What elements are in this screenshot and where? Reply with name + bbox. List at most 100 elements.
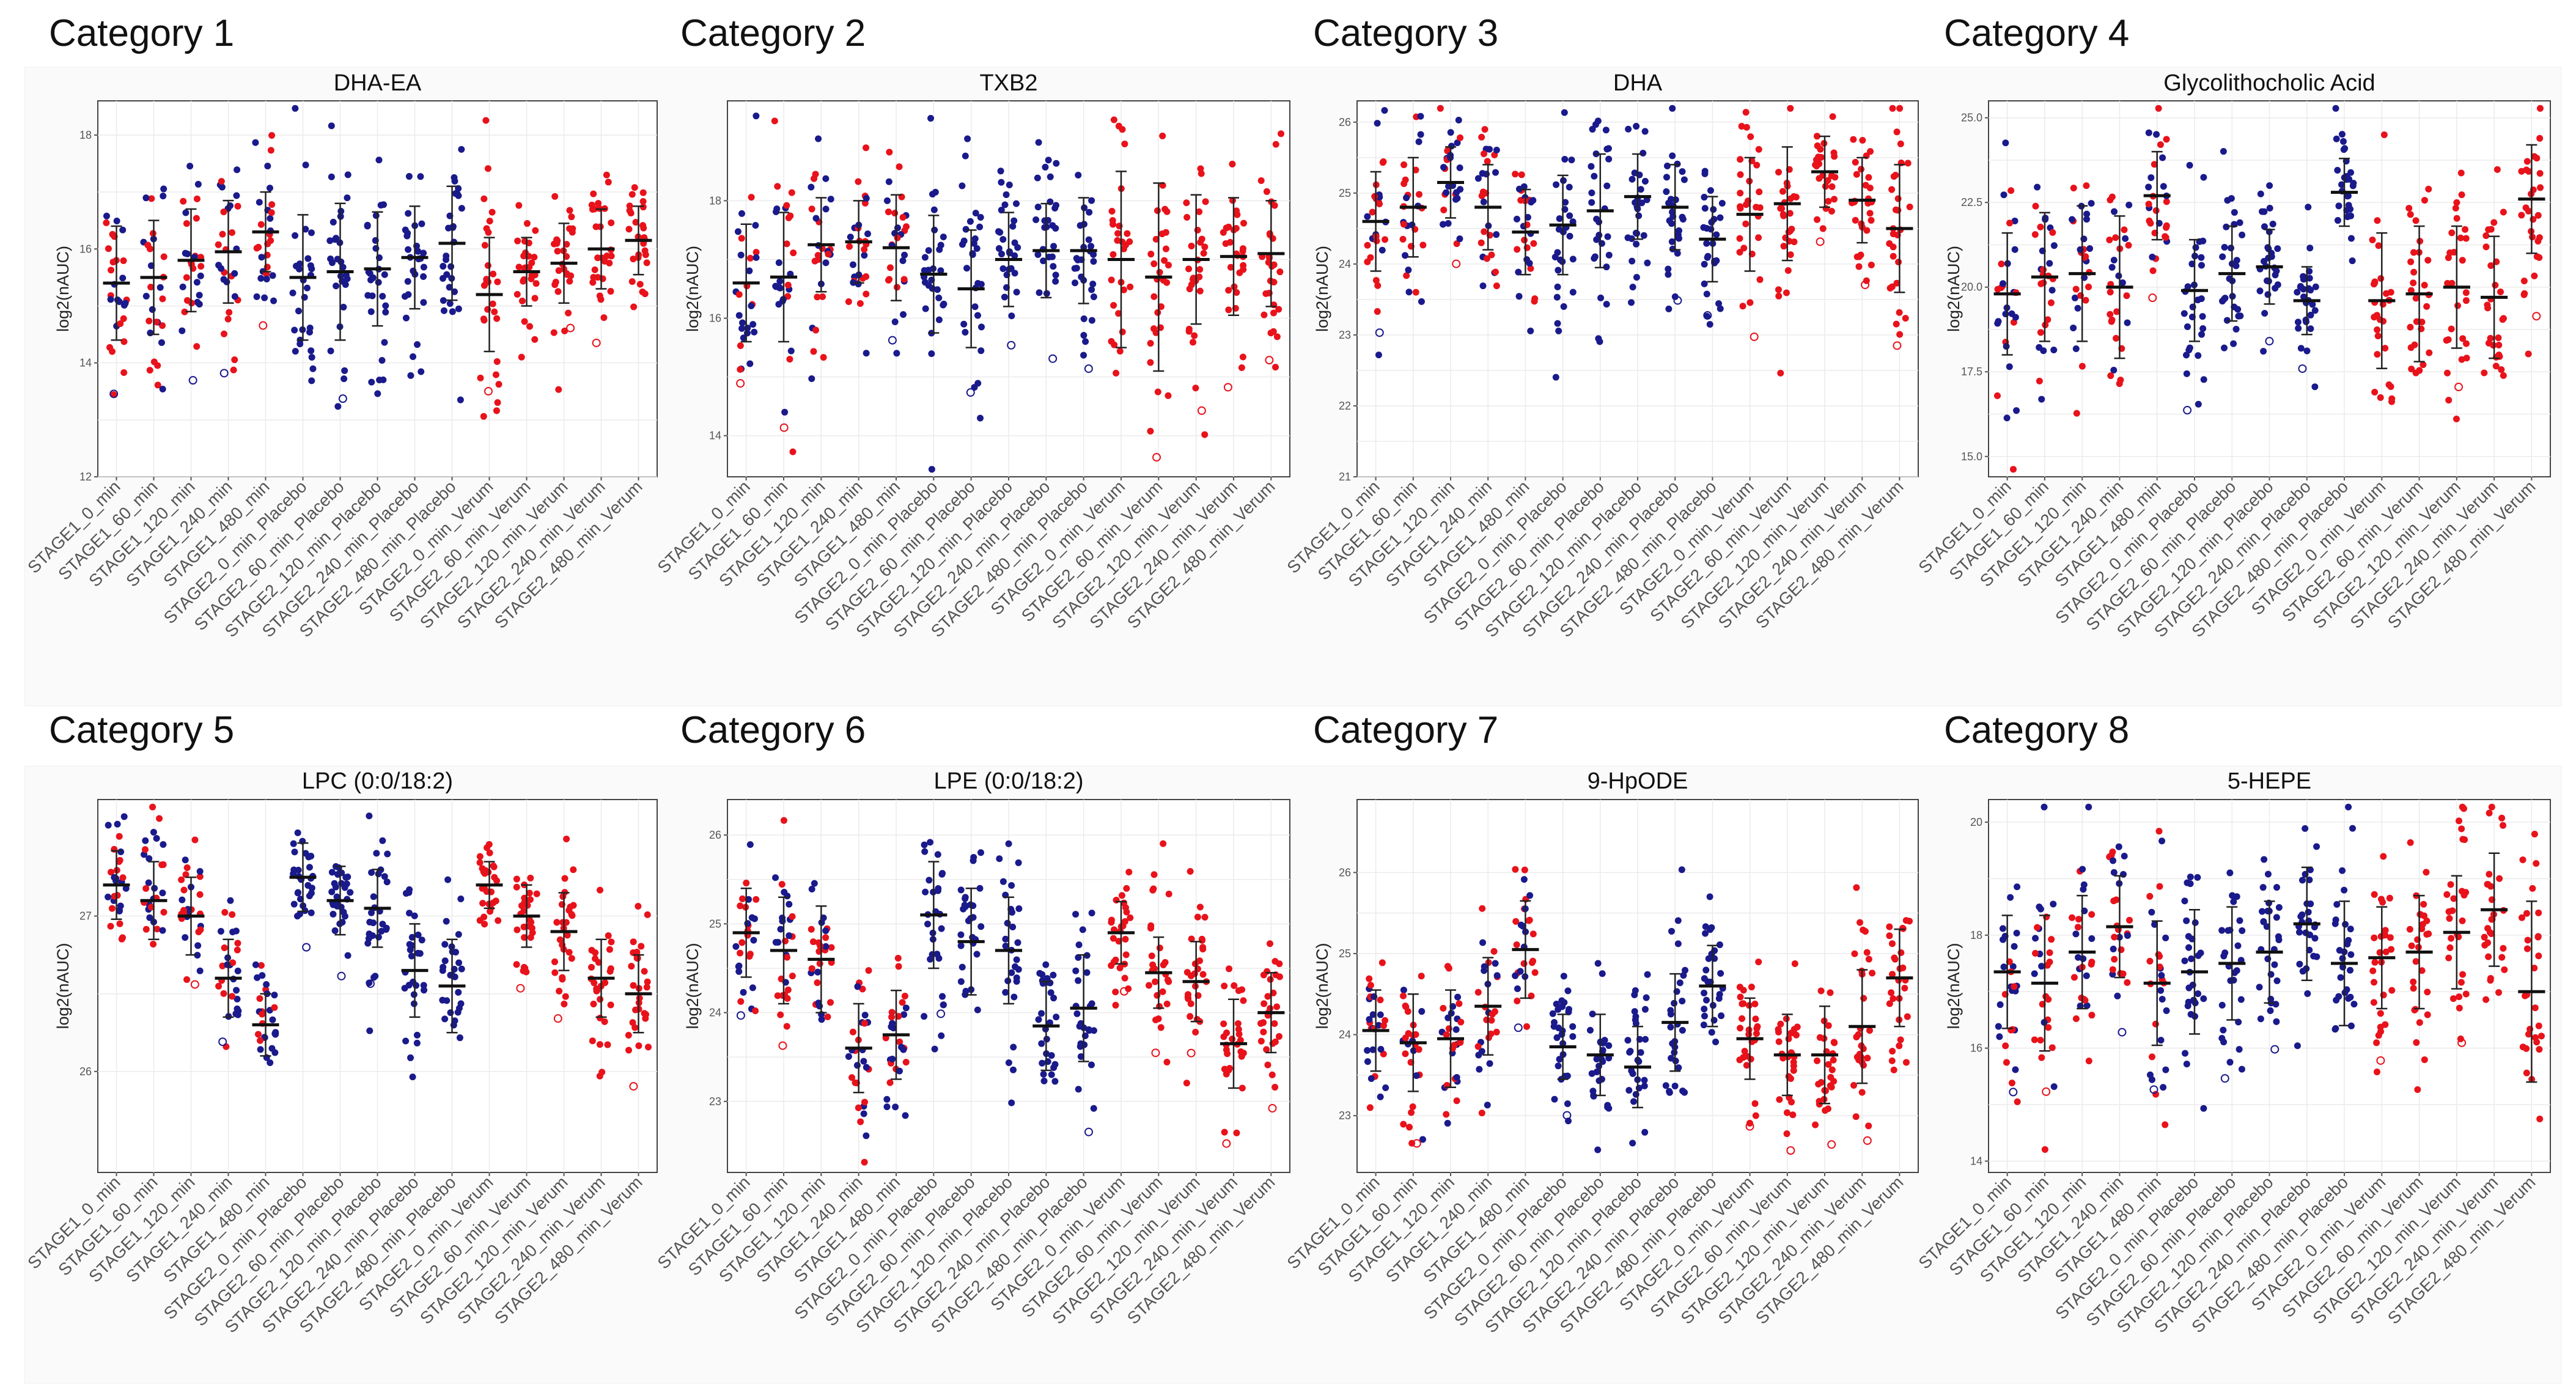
- data-point: [147, 329, 154, 337]
- data-point: [2225, 927, 2232, 934]
- data-point: [229, 959, 237, 966]
- data-point: [889, 1020, 896, 1027]
- category-title: Category 2: [680, 12, 866, 54]
- data-point: [2157, 141, 2164, 149]
- data-point: [2500, 944, 2507, 952]
- data-point: [291, 326, 298, 334]
- data-point: [746, 841, 754, 848]
- data-point: [2233, 257, 2240, 264]
- data-point: [2457, 234, 2464, 241]
- data-point: [630, 256, 637, 263]
- data-point: [1830, 196, 1838, 203]
- data-point: [896, 1038, 903, 1045]
- data-point: [2110, 869, 2118, 876]
- data-point: [2463, 355, 2470, 362]
- data-point: [925, 247, 932, 254]
- data-point: [997, 167, 1004, 175]
- data-point: [515, 263, 523, 271]
- data-point: [2075, 916, 2083, 923]
- data-point: [2181, 1050, 2188, 1057]
- data-point: [2382, 290, 2390, 297]
- data-point: [1088, 910, 1095, 917]
- data-point: [492, 371, 499, 378]
- data-point: [853, 1062, 861, 1069]
- data-point: [1824, 1105, 1831, 1113]
- data-point: [1628, 257, 1636, 265]
- data-point: [1090, 258, 1097, 265]
- data-point: [2447, 881, 2454, 888]
- data-point: [1514, 246, 1521, 253]
- data-point: [1632, 1013, 1639, 1020]
- outlier-point: [1007, 340, 1016, 350]
- data-point: [738, 235, 745, 242]
- data-point: [119, 274, 127, 282]
- data-point: [513, 961, 520, 968]
- data-point: [1850, 1081, 1858, 1089]
- data-point: [2457, 169, 2465, 177]
- data-point: [1009, 924, 1017, 931]
- data-point: [972, 210, 979, 217]
- data-point: [815, 135, 822, 142]
- data-point: [2523, 910, 2530, 917]
- data-point: [2339, 138, 2347, 145]
- data-point: [2481, 933, 2488, 941]
- data-point: [1560, 973, 1567, 980]
- data-point: [1662, 1082, 1669, 1089]
- data-point: [1125, 869, 1133, 876]
- data-point: [2458, 825, 2465, 833]
- data-point: [1789, 1111, 1797, 1119]
- data-point: [2184, 323, 2191, 330]
- data-point: [2013, 929, 2020, 936]
- data-point: [2006, 363, 2013, 370]
- data-point: [1226, 965, 1233, 973]
- data-point: [1663, 174, 1670, 181]
- data-point: [403, 232, 411, 240]
- data-point: [441, 1015, 449, 1023]
- data-point: [589, 206, 596, 213]
- data-point: [900, 1046, 907, 1053]
- data-point: [1554, 320, 1561, 327]
- data-point: [1006, 181, 1013, 188]
- data-point: [2302, 825, 2309, 832]
- data-point: [737, 342, 744, 350]
- data-point: [2221, 243, 2228, 251]
- data-point: [193, 279, 201, 286]
- data-point: [2195, 352, 2202, 359]
- data-point: [1032, 216, 1040, 223]
- data-point: [2119, 279, 2126, 286]
- data-point: [957, 931, 965, 938]
- data-point: [1737, 993, 1744, 1001]
- data-point: [1783, 1015, 1790, 1023]
- data-point: [2003, 343, 2010, 350]
- outlier-point: [366, 979, 375, 988]
- data-point: [1890, 995, 1897, 1003]
- y-axis-label: log2(nAUC): [54, 246, 72, 332]
- data-point: [776, 278, 784, 285]
- data-point: [2220, 148, 2227, 155]
- data-point: [2484, 939, 2491, 946]
- data-point: [2257, 1015, 2264, 1023]
- data-point: [451, 174, 458, 181]
- data-point: [2534, 212, 2542, 219]
- data-point: [1053, 160, 1060, 167]
- data-point: [2259, 908, 2266, 915]
- data-point: [2190, 996, 2197, 1004]
- data-point: [2484, 881, 2491, 888]
- data-point: [1015, 966, 1022, 973]
- data-point: [254, 974, 261, 981]
- data-point: [2459, 803, 2466, 811]
- data-point: [1603, 263, 1610, 271]
- data-point: [2124, 979, 2131, 986]
- data-point: [1412, 166, 1419, 174]
- data-point: [1039, 977, 1046, 984]
- data-point: [1444, 1120, 1451, 1127]
- outlier-point: [218, 1037, 227, 1047]
- data-point: [2045, 1024, 2052, 1031]
- data-point: [1830, 1056, 1837, 1064]
- data-point: [551, 281, 559, 289]
- data-point: [812, 326, 820, 334]
- data-point: [2412, 958, 2420, 965]
- data-point: [1493, 1028, 1500, 1036]
- data-point: [484, 165, 491, 172]
- data-point: [931, 1045, 938, 1053]
